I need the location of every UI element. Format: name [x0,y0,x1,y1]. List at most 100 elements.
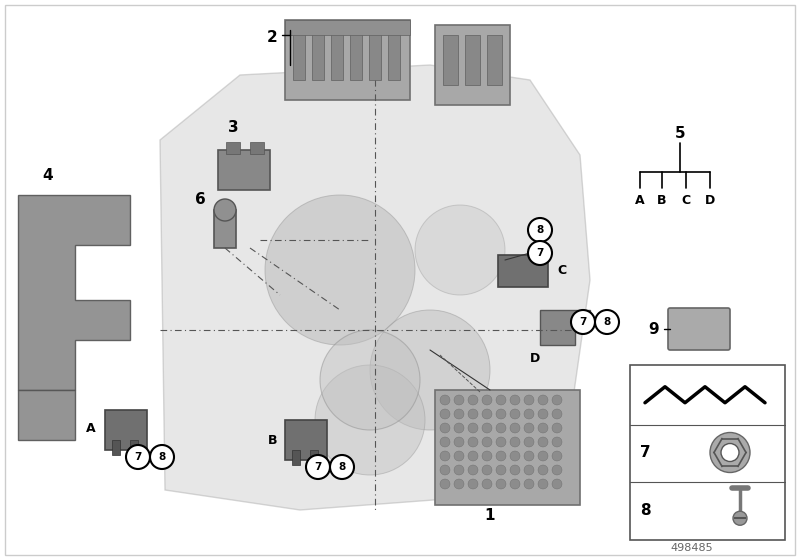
Text: 2: 2 [266,30,278,44]
Polygon shape [160,65,590,510]
Circle shape [440,465,450,475]
Circle shape [510,437,520,447]
Circle shape [524,465,534,475]
Circle shape [454,451,464,461]
Circle shape [496,409,506,419]
Bar [105,410,147,450]
Text: 5: 5 [674,125,686,141]
Circle shape [468,465,478,475]
Circle shape [524,395,534,405]
Circle shape [482,409,492,419]
Circle shape [126,445,150,469]
Text: 1: 1 [485,508,495,524]
Circle shape [528,218,552,242]
Circle shape [454,395,464,405]
Text: C: C [682,194,690,207]
Bar [285,20,410,35]
Circle shape [440,423,450,433]
Circle shape [306,455,330,479]
Circle shape [440,451,450,461]
Polygon shape [18,195,130,390]
Bar [465,35,480,85]
Bar [350,25,362,80]
Text: B: B [268,433,278,446]
Circle shape [415,205,505,295]
Bar [369,25,381,80]
Circle shape [496,451,506,461]
Circle shape [440,437,450,447]
Text: 8: 8 [640,503,650,518]
Text: 7: 7 [134,452,142,462]
Bar [226,142,240,154]
Text: A: A [635,194,645,207]
Circle shape [524,479,534,489]
Circle shape [538,465,548,475]
Circle shape [552,409,562,419]
Circle shape [482,479,492,489]
Circle shape [482,395,492,405]
Circle shape [482,451,492,461]
Circle shape [440,395,450,405]
Circle shape [552,451,562,461]
Text: 3: 3 [228,119,238,134]
Circle shape [468,423,478,433]
Bar [443,35,458,85]
Circle shape [510,395,520,405]
Circle shape [496,465,506,475]
Bar [388,25,400,80]
Circle shape [454,479,464,489]
Circle shape [440,479,450,489]
Bar [435,25,510,105]
Circle shape [496,479,506,489]
Text: 498485: 498485 [670,543,714,553]
Text: 7: 7 [640,445,650,460]
Circle shape [595,310,619,334]
Text: 8: 8 [158,452,166,462]
Bar [630,365,785,540]
Text: 8: 8 [536,225,544,235]
Circle shape [538,395,548,405]
Text: 7: 7 [579,317,586,327]
Text: C: C [558,264,566,277]
FancyBboxPatch shape [668,308,730,350]
Circle shape [454,409,464,419]
Circle shape [440,409,450,419]
Text: 7: 7 [536,248,544,258]
Circle shape [482,437,492,447]
Circle shape [214,199,236,221]
Circle shape [528,241,552,265]
Circle shape [552,437,562,447]
Circle shape [524,451,534,461]
Circle shape [150,445,174,469]
Circle shape [538,479,548,489]
Bar [218,150,270,190]
Circle shape [510,479,520,489]
Text: D: D [705,194,715,207]
Circle shape [330,455,354,479]
Circle shape [538,437,548,447]
Circle shape [454,465,464,475]
Circle shape [510,451,520,461]
Circle shape [468,437,478,447]
Circle shape [265,195,415,345]
Text: 9: 9 [649,321,659,337]
Bar [487,35,502,85]
Circle shape [538,423,548,433]
Circle shape [733,511,747,525]
Bar [292,450,300,465]
Text: 6: 6 [194,193,206,208]
Circle shape [552,465,562,475]
Circle shape [510,465,520,475]
Text: B: B [658,194,666,207]
Circle shape [454,437,464,447]
Circle shape [454,423,464,433]
Polygon shape [540,310,590,345]
Bar [130,440,138,455]
Circle shape [721,444,739,461]
Circle shape [710,432,750,473]
Circle shape [552,423,562,433]
Bar [435,390,580,505]
Bar [312,25,324,80]
Circle shape [468,479,478,489]
Circle shape [496,395,506,405]
